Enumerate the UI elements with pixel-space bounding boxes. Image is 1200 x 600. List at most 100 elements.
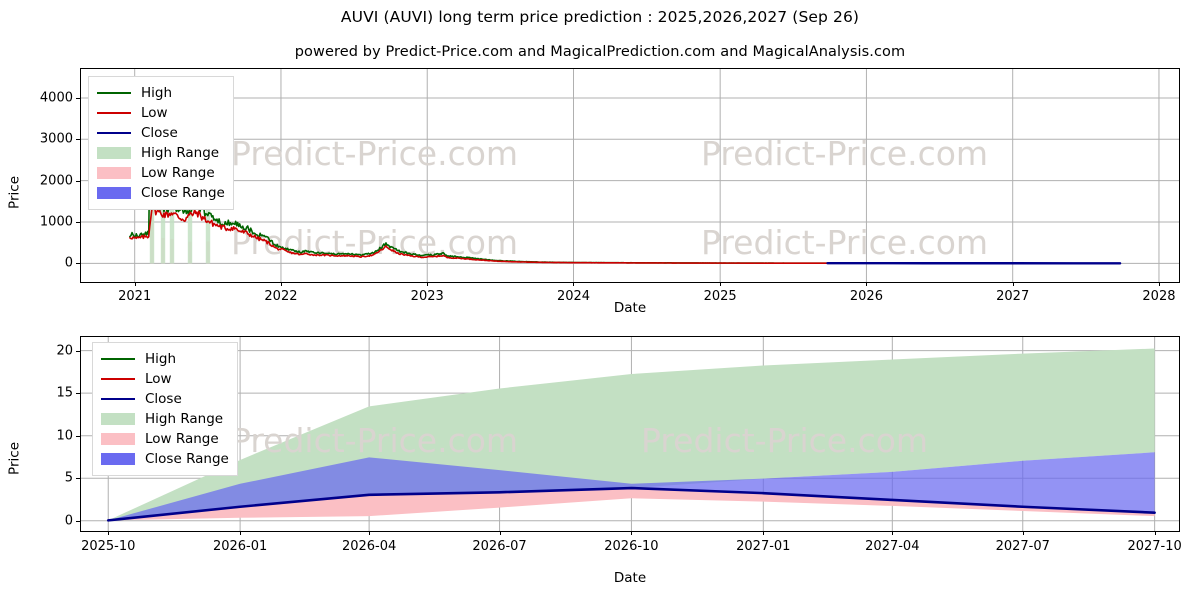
legend-patch-swatch [101,453,135,465]
page-subtitle: powered by Predict-Price.com and Magical… [294,44,906,60]
svg-text:Predict-Price.com: Predict-Price.com [701,223,988,262]
x-tick-label: 2025 [703,289,737,304]
svg-text:Predict-Price.com: Predict-Price.com [701,134,988,173]
legend-label: Close Range [145,451,229,467]
legend-label: High Range [145,411,224,427]
legend-patch-swatch [97,187,131,199]
history-chart-canvas: Predict-Price.com Predict-Price.com Predic… [81,69,1179,282]
x-tick-mark [134,282,136,286]
history-yaxis-label: Price [6,176,23,209]
x-tick-label: 2027-01 [736,539,791,554]
x-tick-label: 2026-01 [212,539,268,554]
history-watermarks: Predict-Price.com Predict-Price.com Predic… [231,134,988,262]
forecast-panel-frame [80,336,1180,532]
x-tick-label: 2026-10 [604,539,659,554]
x-tick-mark [280,282,282,286]
y-tick-label: 3000 [39,131,73,147]
legend-patch-swatch [97,167,131,179]
x-tick-mark [573,282,575,286]
forecast-yaxis-label: Price [6,442,23,475]
legend-row: Low [97,103,223,123]
forecast-watermarks: Predict-Price.com Predict-Price.com [231,421,928,460]
x-tick-mark [1022,531,1024,535]
legend-line-swatch [101,378,135,380]
legend-patch-swatch [101,433,135,445]
y-tick-mark [76,139,80,141]
x-tick-label: 2027-10 [1127,539,1182,554]
y-tick-mark [76,180,80,182]
legend-label: Close Range [141,185,225,201]
legend-label: Low Range [145,431,219,447]
y-tick-mark [76,350,80,352]
x-tick-mark [427,282,429,286]
x-tick-label: 2026-07 [472,539,527,554]
x-tick-mark [108,531,110,535]
legend-line-swatch [97,112,131,114]
y-tick-mark [76,222,80,224]
svg-text:Predict-Price.com: Predict-Price.com [641,421,928,460]
legend-row: High [97,83,223,103]
y-tick-label: 1000 [39,214,73,230]
legend-label: Close [145,391,182,407]
legend-line-swatch [101,358,135,360]
legend-label: High [141,85,173,101]
x-tick-mark [1012,282,1014,286]
y-tick-mark [76,435,80,437]
x-tick-label: 2024 [556,289,591,304]
legend-line-swatch [97,92,131,94]
y-tick-mark [76,263,80,265]
y-tick-label: 10 [56,428,73,444]
legend-patch-swatch [97,147,131,159]
legend-line-swatch [101,398,135,400]
svg-text:Predict-Price.com: Predict-Price.com [231,421,518,460]
forecast-xaxis-label: Date [613,570,647,586]
svg-text:Predict-Price.com: Predict-Price.com [231,223,518,262]
forecast-chart-svg: Predict-Price.com Predict-Price.com [81,337,1179,531]
legend-row: Close [101,389,227,409]
y-tick-label: 20 [56,343,73,359]
legend-row: High Range [101,409,227,429]
x-tick-label: 2023 [410,289,444,304]
x-tick-mark [1154,531,1156,535]
x-tick-label: 2021 [118,289,152,304]
y-tick-label: 4000 [39,90,73,106]
legend-row: Close Range [97,183,225,203]
x-tick-mark [499,531,501,535]
page-title: AUVI (AUVI) long term price prediction :… [340,8,860,26]
forecast-chart-canvas: Predict-Price.com Predict-Price.com [81,337,1179,531]
y-tick-label: 5 [64,470,73,486]
x-tick-label: 2026 [849,289,883,304]
history-chart-svg: Predict-Price.com Predict-Price.com Predic… [81,69,1179,282]
forecast-line-close [106,486,1156,522]
y-tick-label: 0 [64,513,73,529]
x-tick-mark [763,531,765,535]
y-tick-mark [76,97,80,99]
legend-row: Low [101,369,227,389]
legend-row: Close [97,123,223,143]
history-line-low [129,203,829,265]
history-high-range-bar [187,201,193,264]
legend-label: Close [141,125,178,141]
legend-row: Low Range [101,429,227,449]
legend-patch-swatch [101,413,135,425]
history-legend[interactable]: High Low Close High Range Low Range Close Ran… [88,76,234,210]
x-tick-label: 2025-10 [81,539,136,554]
x-tick-mark [240,531,242,535]
x-tick-mark [369,531,371,535]
y-tick-mark [76,520,80,522]
svg-text:Predict-Price.com: Predict-Price.com [231,134,518,173]
history-high-range-bar [205,200,211,264]
x-tick-mark [720,282,722,286]
history-xaxis-label: Date [613,300,647,316]
x-tick-label: 2027-04 [865,539,920,554]
x-tick-mark [866,282,868,286]
x-tick-mark [1158,282,1160,286]
x-tick-label: 2028 [1142,289,1176,304]
forecast-legend[interactable]: High Low Close High Range Low Range Close Ran… [92,342,238,476]
legend-label: High [145,351,177,367]
x-tick-mark [892,531,894,535]
x-tick-mark [631,531,633,535]
legend-line-swatch [97,132,131,134]
forecast-band-close-range [108,452,1155,521]
